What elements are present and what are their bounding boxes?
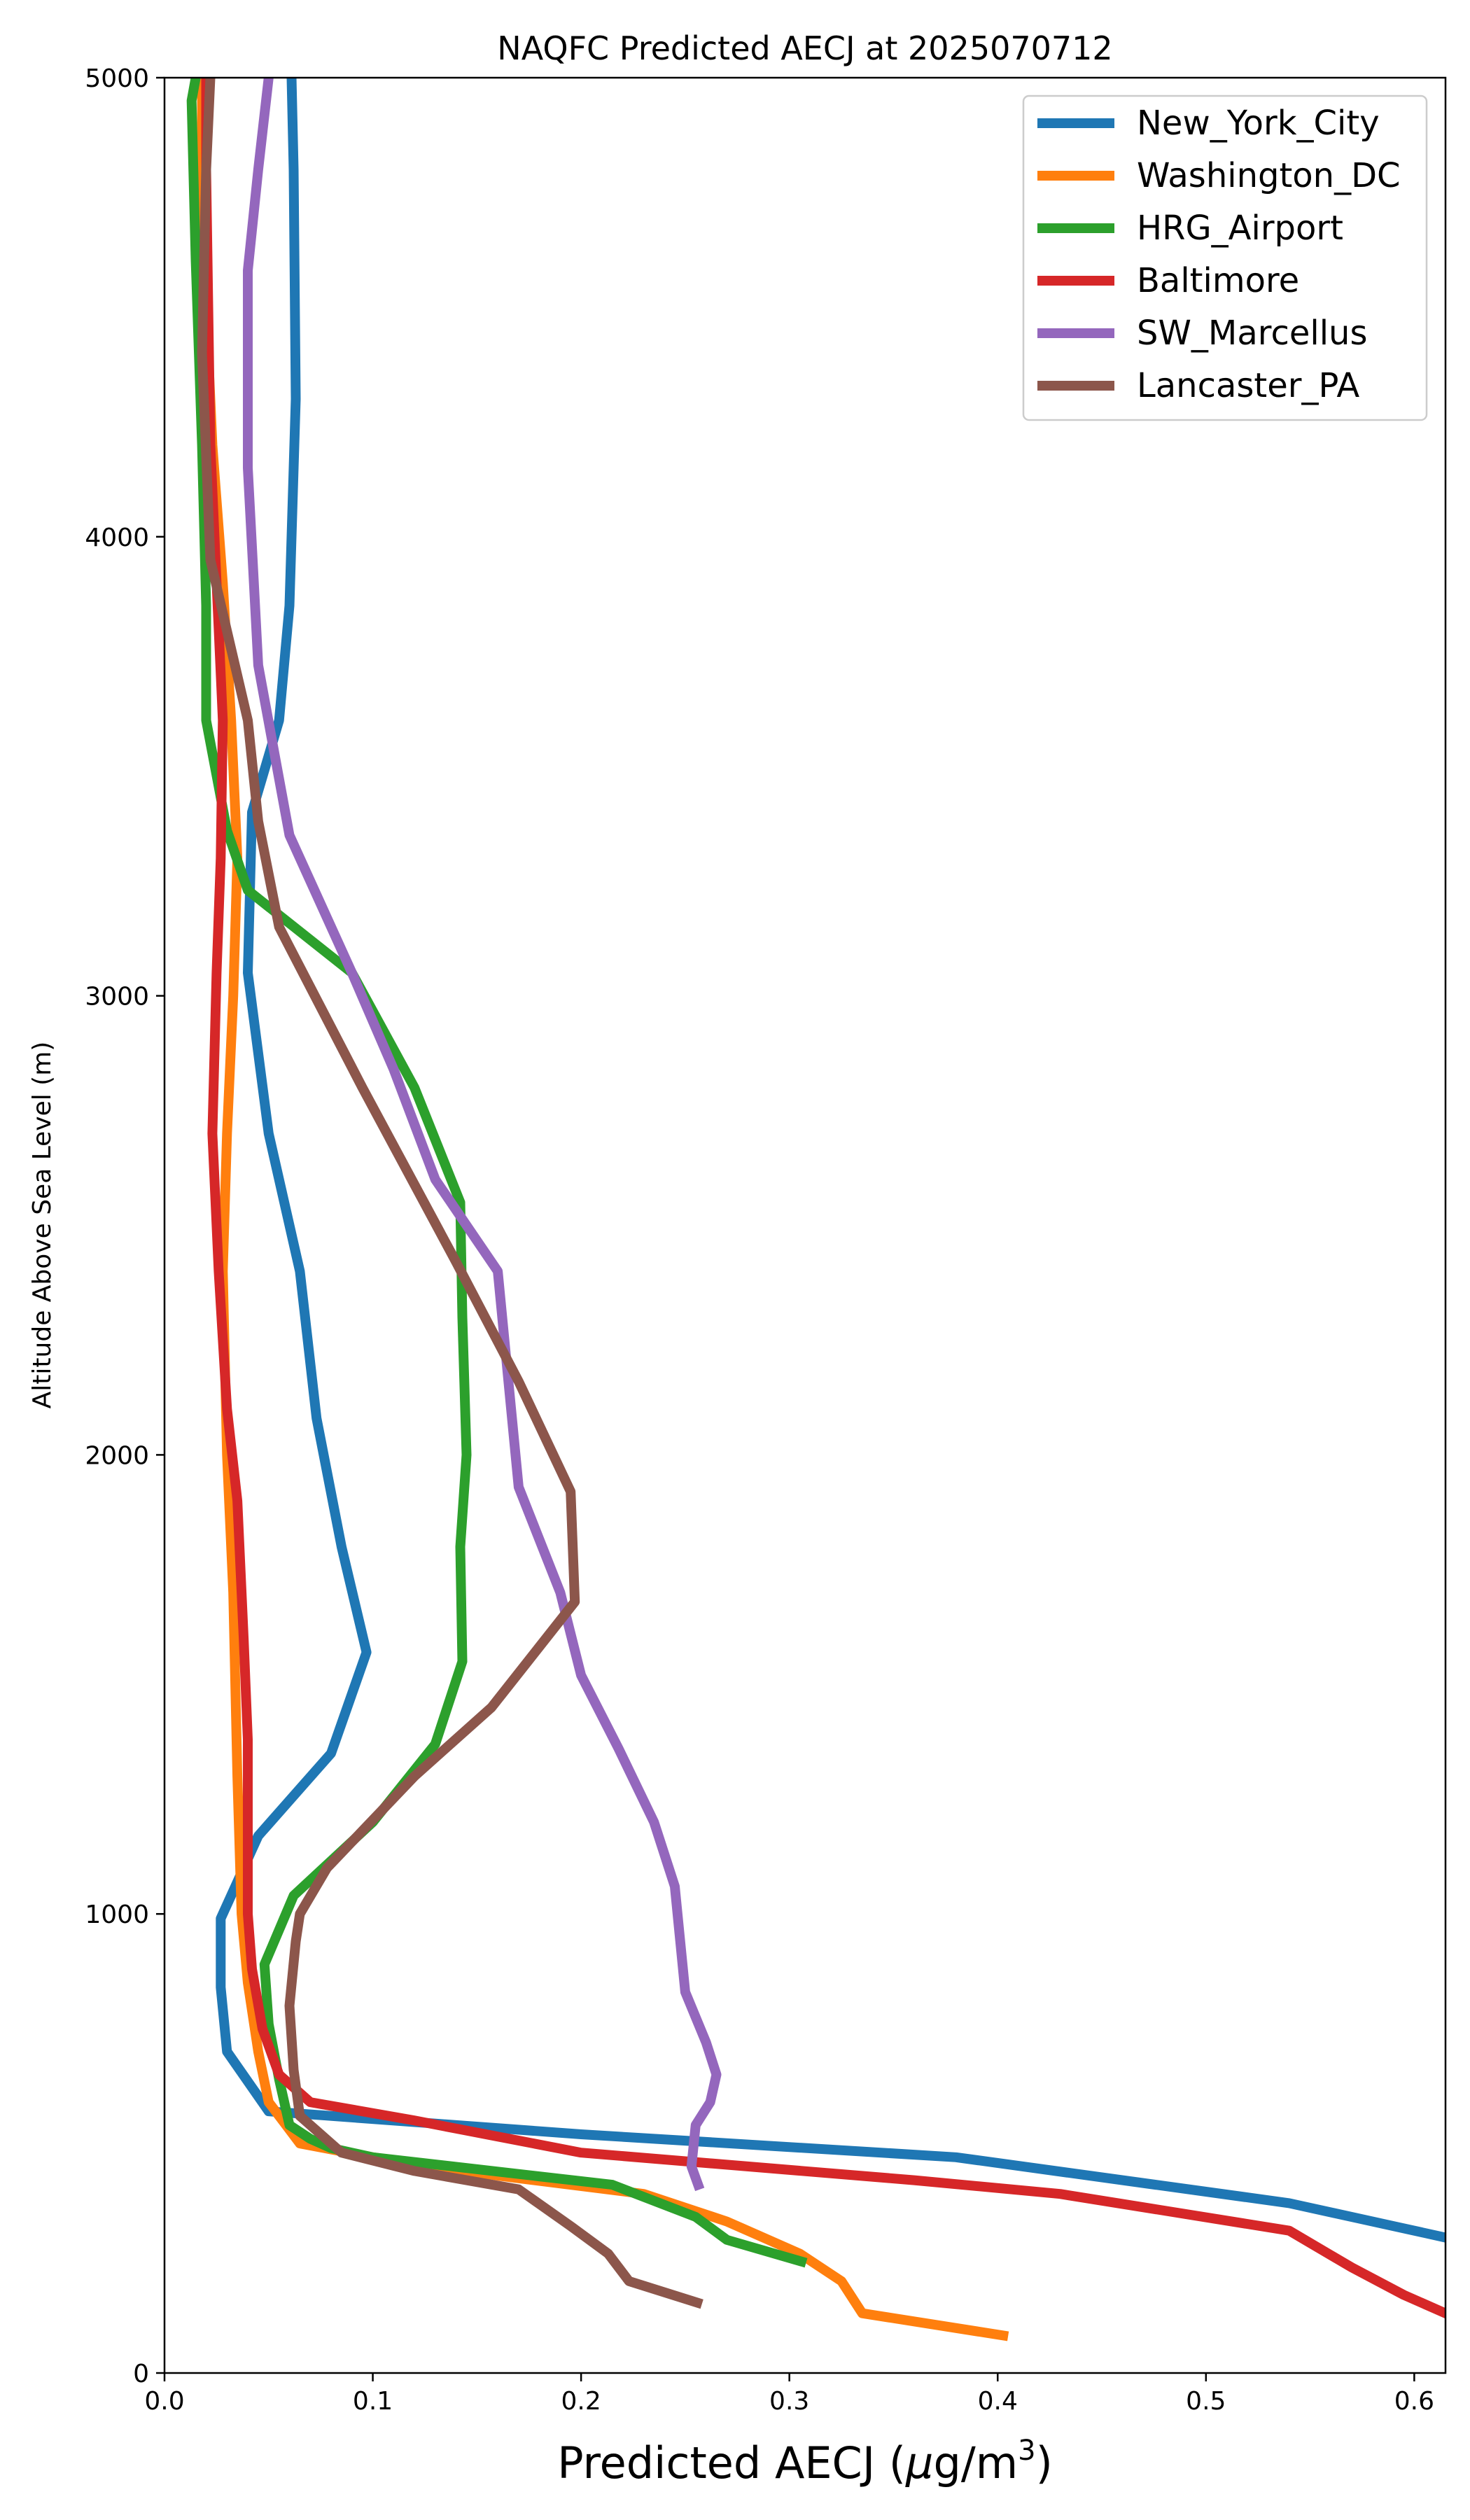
y-tick-label: 0 (133, 2360, 149, 2388)
x-tick-label: 0.2 (561, 2387, 601, 2416)
x-axis-label: Predicted AECJ (μg/m3) (557, 2435, 1053, 2488)
x-tick-label: 0.3 (769, 2387, 809, 2416)
y-tick-label: 4000 (85, 524, 149, 552)
x-tick-label: 0.0 (144, 2387, 184, 2416)
legend-label: SW_Marcellus (1137, 314, 1367, 353)
series-layer (186, 78, 1446, 2342)
legend-label: Washington_DC (1137, 156, 1401, 195)
y-tick-label: 3000 (85, 983, 149, 1011)
y-axis-label: Altitude Above Sea Level (m) (28, 1042, 57, 1409)
x-tick-label: 0.5 (1186, 2387, 1226, 2416)
y-tick-label: 1000 (85, 1900, 149, 1929)
x-axis-label-mu: μ (905, 2437, 933, 2488)
series-line-lancaster-pa (197, 78, 704, 2309)
chart-title: NAQFC Predicted AECJ at 2025070712 (497, 29, 1112, 67)
x-axis-label-sup: 3 (1018, 2435, 1035, 2467)
legend-label: HRG_Airport (1137, 209, 1343, 248)
legend-box (1022, 94, 1428, 421)
y-axis-ticks: 0 1000 2000 3000 4000 5000 (85, 64, 164, 2388)
series-line-sw-marcellus (243, 78, 722, 2192)
legend-label: Baltimore (1137, 261, 1299, 300)
series-line-baltimore (201, 78, 1446, 2319)
legend-label: Lancaster_PA (1137, 366, 1359, 405)
x-axis-label-unit: g/m (933, 2437, 1018, 2488)
x-axis-label-main: Predicted AECJ ( (557, 2437, 906, 2488)
x-tick-label: 0.6 (1394, 2387, 1434, 2416)
legend-label: New_York_City (1137, 104, 1380, 143)
x-axis-label-end: ) (1036, 2437, 1053, 2488)
x-axis-ticks: 0.0 0.1 0.2 0.3 0.4 0.5 0.6 (144, 2373, 1434, 2416)
y-tick-label: 2000 (85, 1441, 149, 1470)
legend: New_York_City Washington_DC HRG_Airport Bal… (1022, 94, 1428, 421)
y-tick-label: 5000 (85, 64, 149, 93)
x-tick-label: 0.1 (353, 2387, 393, 2416)
x-tick-label: 0.4 (978, 2387, 1018, 2416)
plot-frame (163, 76, 1447, 2374)
